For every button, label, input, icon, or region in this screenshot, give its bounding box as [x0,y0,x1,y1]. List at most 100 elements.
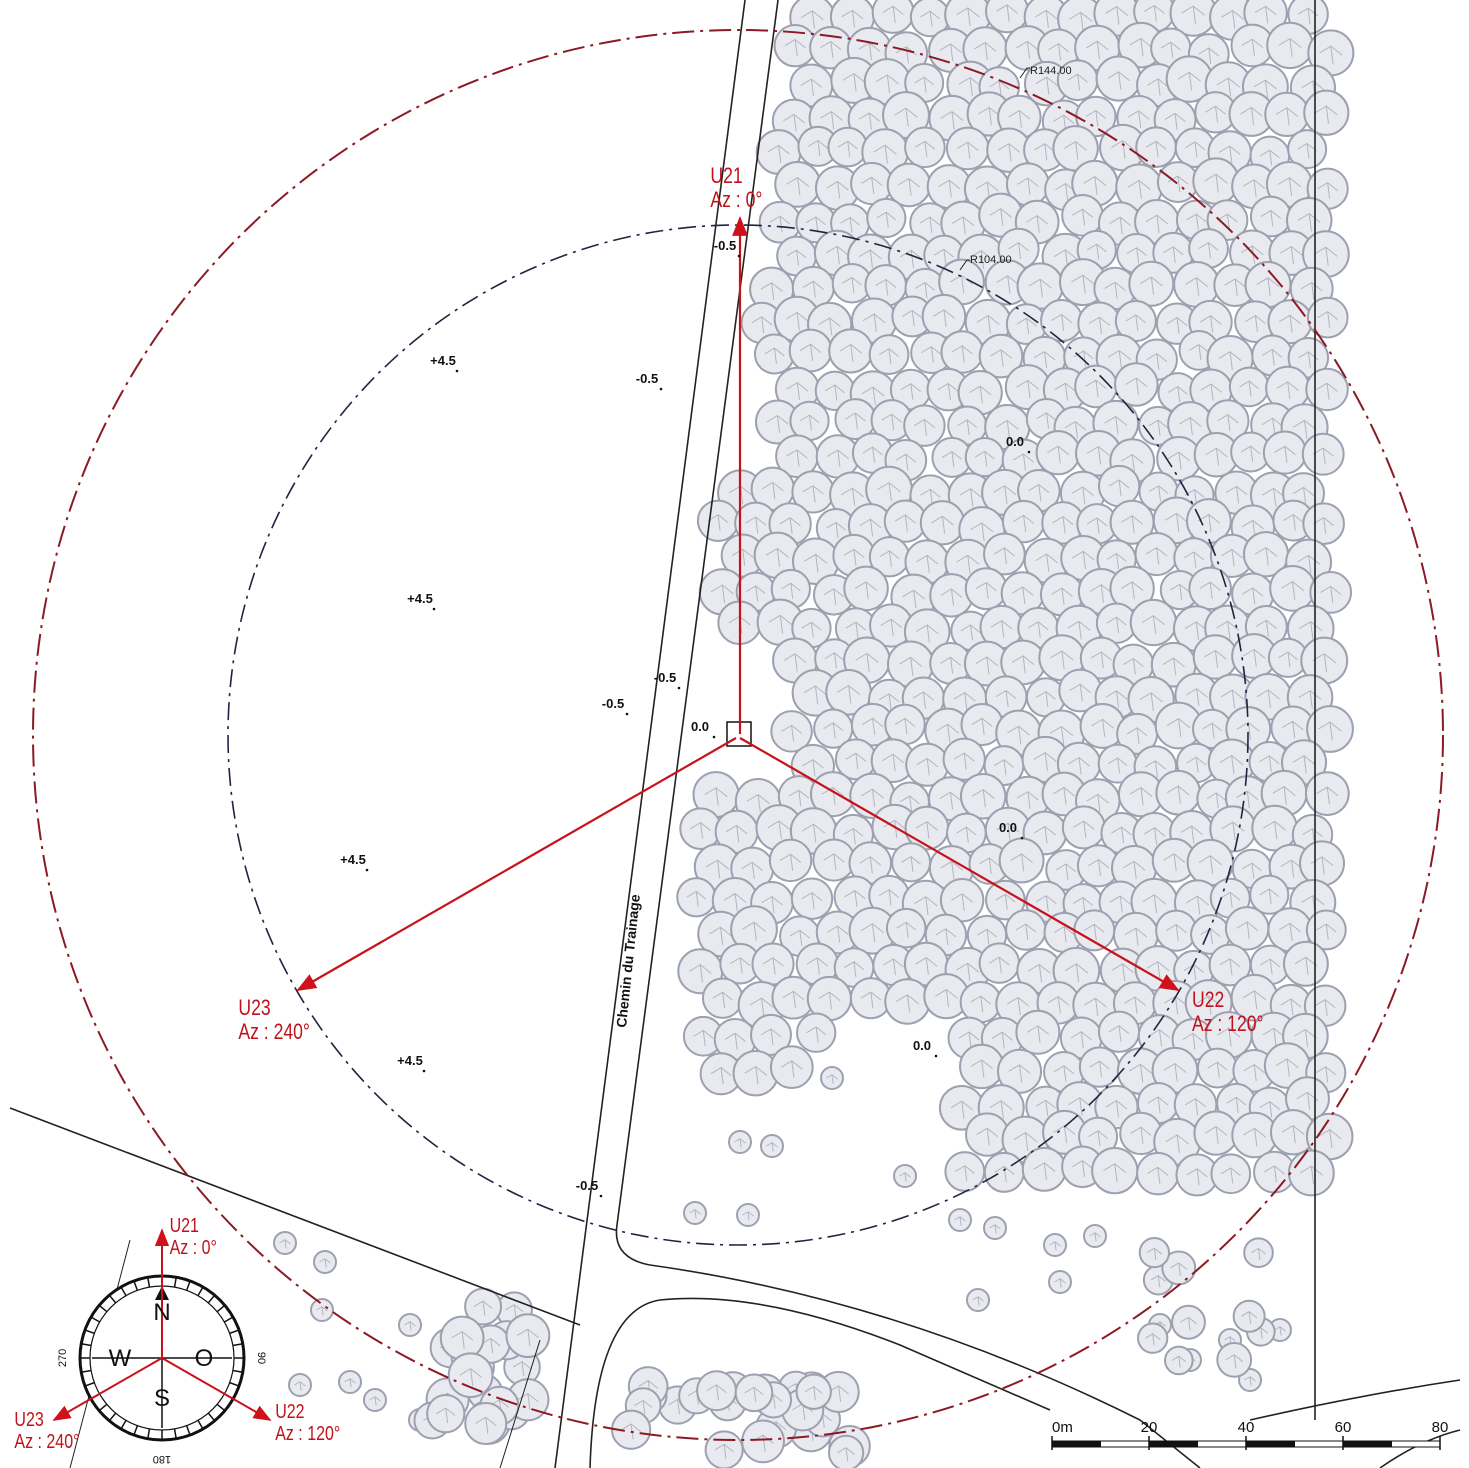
tree-detail [950,274,974,294]
tree-detail [1167,451,1191,470]
tree-detail [316,1306,328,1316]
tree-detail [779,853,802,871]
tree-detail [941,450,963,468]
tree-detail [1177,71,1201,91]
tree-detail [1292,755,1316,774]
tree [1304,771,1350,816]
tree-detail [1036,690,1056,707]
compass-arrow [161,1357,272,1421]
tree-detail [1123,657,1144,675]
tree-detail [970,995,992,1013]
tree-detail [724,1032,746,1050]
elevation-label: -0.5 [636,371,658,386]
tree-detail [881,413,903,431]
tree-detail [1242,648,1266,668]
elevation-label: -0.5 [714,238,736,253]
tree-detail [899,1172,911,1182]
scale-label: 40 [1238,1419,1255,1436]
tree [753,333,795,375]
tree-detail [1316,786,1339,805]
tree-detail [916,757,939,776]
tree-detail [746,794,770,813]
tree-detail [915,624,939,643]
tree-detail [1164,512,1189,532]
radius-label: R104.00 [970,254,1012,266]
tree-detail [878,889,900,906]
tree-detail [1256,689,1280,709]
road-edge [589,1297,1051,1468]
tree-detail [1263,820,1287,840]
tree [1196,1047,1238,1089]
arrow-u22 [739,737,1180,991]
tree-detail [744,1386,764,1403]
tree-detail [974,41,997,60]
tree-detail [744,1065,768,1085]
tree-detail [1054,1278,1066,1288]
tree [964,567,1008,611]
tree-detail [1226,1096,1247,1113]
tree-detail [877,482,901,502]
tree [883,499,927,543]
road-edge [1249,1379,1461,1421]
tree-detail [1088,316,1111,335]
tree-detail [1207,1061,1228,1078]
elevation-dot [934,1054,938,1058]
tree-detail [730,957,751,974]
elevation-label: -0.5 [576,1178,598,1193]
tree-detail [919,216,941,233]
tree [788,328,833,373]
tree-detail [1107,71,1130,90]
inner-radius-circle [227,224,1249,1246]
scale-segment [1342,1440,1392,1448]
tree [1061,805,1106,850]
tree-detail [841,487,865,507]
tree-detail [1128,1063,1153,1083]
tree-detail [1278,922,1302,941]
tree-detail [1053,1065,1075,1082]
tree-detail [1260,958,1281,975]
tree-detail [1198,855,1223,874]
road-name: Chemin du Trainage [613,893,643,1028]
compass-tick [207,1294,216,1304]
tree-detail [279,1239,291,1249]
tree-detail [1225,1354,1243,1369]
tree-detail [1292,419,1317,439]
tree-detail [1064,141,1088,160]
tree [676,877,717,918]
tree-detail [1224,278,1246,296]
tree-detail [689,1209,701,1219]
tree-detail [1010,853,1033,872]
tree-detail [1127,179,1151,199]
parcel-line [9,1107,581,1326]
tree-detail [782,990,805,1009]
tree-detail [1274,445,1296,464]
arrow-u23 [296,737,737,991]
tree-detail [1103,1163,1127,1182]
elevation-dot [677,686,681,690]
tree-detail [954,1165,975,1182]
tree-detail [960,624,981,641]
tree-detail [1015,923,1037,940]
compass-tick [108,1412,117,1422]
tree-detail [786,382,809,400]
tree [1128,260,1175,307]
tree-detail [883,819,907,839]
tree [1206,199,1249,242]
tree-detail [1072,550,1095,570]
tree [1005,909,1047,951]
tree-detail [933,248,955,266]
tree-detail [826,925,849,943]
tree-detail [1071,274,1095,294]
tree-detail [845,412,866,430]
tree-detail [765,547,789,567]
turbine-name: U22 [1192,988,1224,1012]
tree [903,404,946,447]
tree-detail [989,208,1012,226]
tree-detail [1007,725,1031,745]
tree-detail [1259,888,1280,905]
scale-segment [1294,1440,1344,1448]
tree-detail [970,522,994,542]
tree-detail [1105,1100,1128,1118]
elevation-dot [625,712,629,716]
azimuth-arrows [296,216,1180,991]
